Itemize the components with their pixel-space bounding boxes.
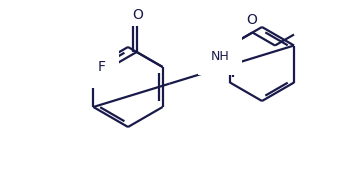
Text: NH: NH	[211, 50, 229, 63]
Text: H₂N: H₂N	[85, 60, 109, 74]
Text: O: O	[132, 8, 143, 22]
Text: O: O	[246, 13, 257, 27]
Text: F: F	[97, 60, 105, 74]
